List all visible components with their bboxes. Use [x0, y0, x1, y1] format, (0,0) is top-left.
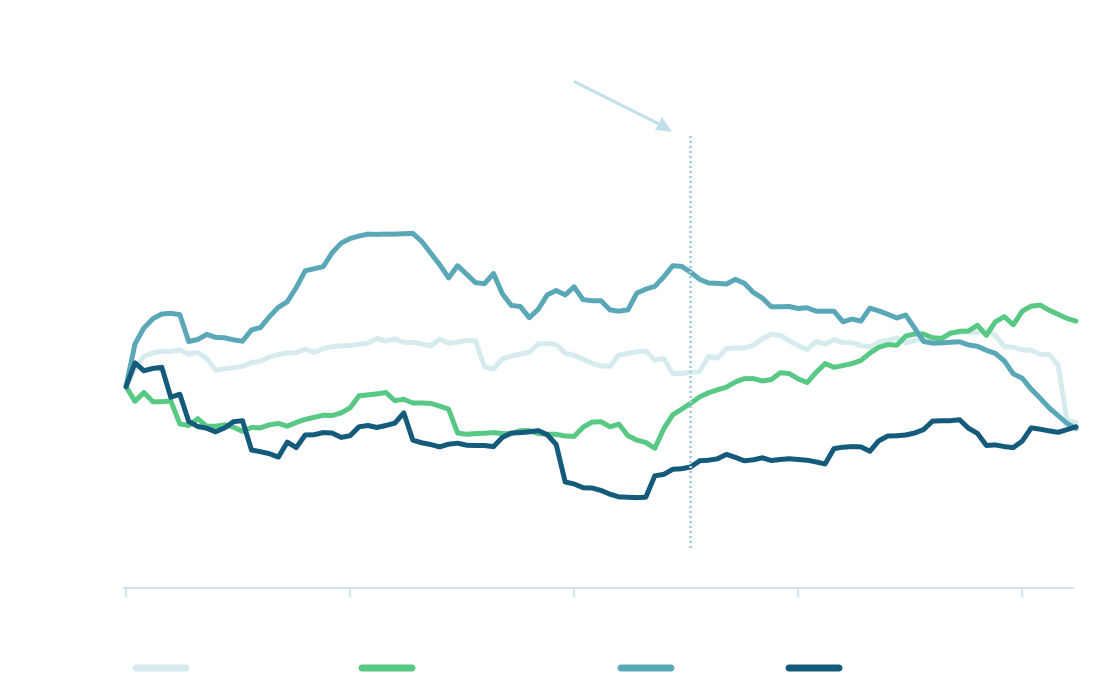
x-axis [123, 587, 1074, 597]
annotation-layer [573, 80, 693, 549]
annotation-arrow-shaft [573, 80, 663, 127]
series-line-3 [123, 230, 1079, 431]
series-line-4 [123, 360, 1079, 501]
series-line-1 [123, 327, 1079, 425]
annotation-arrow-head [655, 117, 672, 132]
series-layer [123, 230, 1079, 501]
series-line-2 [123, 302, 1079, 451]
